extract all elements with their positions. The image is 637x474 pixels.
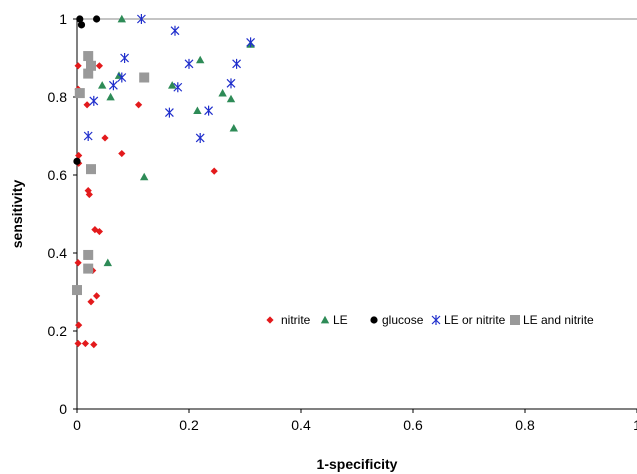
le-or-nitrite-point bbox=[246, 37, 256, 48]
le-and-nitrite-point bbox=[74, 88, 85, 99]
y-axis-title: sensitivity bbox=[9, 180, 25, 249]
le-point bbox=[117, 14, 126, 23]
le-or-nitrite-point bbox=[83, 131, 93, 141]
le-and-nitrite-point bbox=[83, 249, 94, 260]
le-or-nitrite-point bbox=[108, 80, 118, 91]
legend-label-nitrite: nitrite bbox=[281, 313, 311, 327]
legend-swatch-le-or-nitrite bbox=[431, 315, 441, 325]
series-glucose bbox=[73, 15, 101, 165]
y-tick-label: 0 bbox=[59, 401, 67, 417]
series-le-and-nitrite bbox=[72, 51, 150, 296]
le-or-nitrite-point bbox=[195, 132, 205, 143]
legend-item-le-or-nitrite: LE or nitrite bbox=[431, 313, 506, 327]
le-and-nitrite-point bbox=[83, 68, 94, 79]
series-nitrite bbox=[74, 62, 218, 349]
x-tick-label: 1 bbox=[633, 417, 637, 433]
nitrite-point bbox=[210, 167, 218, 175]
nitrite-point bbox=[85, 190, 93, 199]
le-or-nitrite-point bbox=[204, 105, 214, 116]
y-tick-label: 0.6 bbox=[48, 167, 68, 183]
legend-swatch-glucose bbox=[370, 316, 378, 324]
x-tick-label: 0.2 bbox=[179, 417, 199, 433]
nitrite-point bbox=[93, 292, 101, 300]
legend-swatch-le bbox=[320, 315, 330, 324]
legend-item-nitrite: nitrite bbox=[266, 313, 311, 327]
y-tick-label: 0.4 bbox=[48, 245, 68, 261]
le-point bbox=[196, 55, 205, 64]
le-point bbox=[140, 172, 149, 181]
glucose-point bbox=[77, 21, 86, 29]
nitrite-point bbox=[90, 341, 98, 349]
series-le bbox=[98, 14, 255, 267]
axis-ticks: 0 0.2 0.4 0.6 0.8 1 0 0.2 0.4 0.6 0.8 1 bbox=[48, 11, 637, 433]
le-point bbox=[98, 81, 107, 89]
glucose-point bbox=[73, 157, 81, 165]
legend-item-le: LE bbox=[320, 313, 348, 327]
le-or-nitrite-point bbox=[184, 58, 194, 69]
legend-label-le: LE bbox=[333, 313, 348, 327]
le-or-nitrite-point bbox=[164, 107, 174, 118]
le-or-nitrite-point bbox=[232, 58, 242, 69]
le-point bbox=[229, 124, 238, 132]
le-point bbox=[218, 88, 227, 97]
le-or-nitrite-point bbox=[89, 95, 99, 106]
nitrite-point bbox=[135, 101, 143, 109]
y-tick-label: 0.2 bbox=[48, 323, 68, 339]
legend: nitrite LE glucose LE or nitrite LE and nitr… bbox=[266, 313, 594, 327]
legend-label-le-or-nitrite: LE or nitrite bbox=[444, 313, 506, 327]
le-or-nitrite-point bbox=[226, 78, 236, 89]
y-tick-label: 1 bbox=[59, 11, 67, 27]
nitrite-point bbox=[95, 227, 103, 236]
nitrite-point bbox=[95, 62, 103, 70]
legend-item-le-and-nitrite: LE and nitrite bbox=[510, 313, 594, 327]
x-tick-label: 0.6 bbox=[403, 417, 423, 433]
legend-swatch-nitrite bbox=[266, 316, 274, 324]
x-tick-label: 0.4 bbox=[291, 417, 311, 433]
nitrite-point bbox=[74, 259, 82, 267]
nitrite-point bbox=[75, 151, 83, 160]
glucose-point bbox=[76, 15, 84, 23]
x-axis-title: 1-specificity bbox=[317, 456, 398, 472]
legend-swatch-le-and-nitrite bbox=[510, 315, 520, 325]
series-le-or-nitrite bbox=[83, 14, 256, 143]
legend-item-glucose: glucose bbox=[370, 313, 424, 327]
le-or-nitrite-point bbox=[117, 72, 127, 83]
le-and-nitrite-point bbox=[139, 72, 150, 83]
data-points bbox=[72, 14, 256, 349]
y-tick-label: 0.8 bbox=[48, 89, 68, 105]
legend-label-le-and-nitrite: LE and nitrite bbox=[523, 313, 594, 327]
nitrite-point bbox=[101, 134, 109, 142]
glucose-point bbox=[93, 15, 101, 23]
nitrite-point bbox=[75, 321, 83, 329]
le-point bbox=[106, 92, 115, 101]
x-tick-label: 0.8 bbox=[515, 417, 535, 433]
nitrite-point bbox=[83, 101, 91, 109]
le-point bbox=[168, 81, 177, 89]
le-and-nitrite-point bbox=[72, 285, 82, 296]
legend-label-glucose: glucose bbox=[382, 313, 424, 327]
nitrite-point bbox=[87, 298, 95, 306]
le-and-nitrite-point bbox=[86, 60, 96, 71]
le-or-nitrite-point bbox=[170, 25, 180, 36]
le-and-nitrite-point bbox=[83, 51, 94, 62]
nitrite-point bbox=[74, 339, 82, 348]
le-point bbox=[103, 258, 112, 267]
le-or-nitrite-point bbox=[120, 53, 130, 63]
le-and-nitrite-point bbox=[86, 164, 96, 175]
le-or-nitrite-point bbox=[173, 82, 183, 93]
x-tick-label: 0 bbox=[73, 417, 81, 433]
le-or-nitrite-point bbox=[136, 14, 146, 24]
nitrite-point bbox=[81, 339, 89, 348]
le-point bbox=[193, 106, 202, 115]
le-and-nitrite-point bbox=[83, 263, 94, 274]
le-point bbox=[226, 94, 236, 103]
nitrite-point bbox=[118, 149, 126, 158]
nitrite-point bbox=[74, 62, 82, 70]
